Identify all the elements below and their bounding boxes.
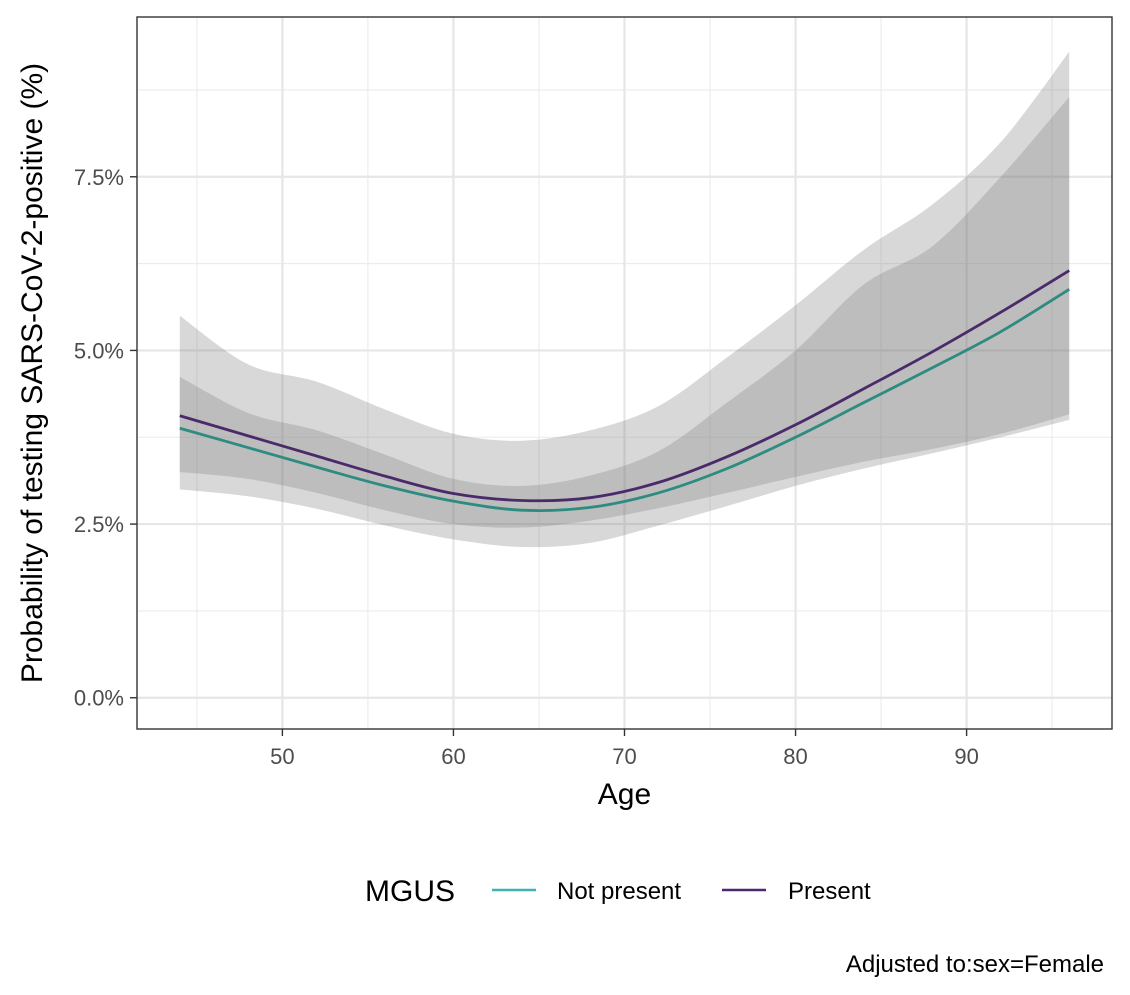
legend-label-not-present: Not present <box>557 878 681 905</box>
series-lines <box>179 269 1070 512</box>
ci-ribbon-present <box>179 96 1070 528</box>
x-tick-label: 90 <box>954 744 978 769</box>
x-tick-label: 70 <box>612 744 636 769</box>
ci-ribbon-not-present <box>179 51 1070 548</box>
y-tick-label: 5.0% <box>74 338 124 363</box>
legend-title: MGUS <box>365 875 455 908</box>
x-tick-label: 50 <box>270 744 294 769</box>
y-axis-title: Probability of testing SARS-CoV-2-positi… <box>16 63 49 683</box>
y-tick-label: 2.5% <box>74 512 124 537</box>
y-tick-label: 0.0% <box>74 686 124 711</box>
x-axis: 50 60 70 80 90 <box>270 729 979 769</box>
y-tick-label: 7.5% <box>74 165 124 190</box>
x-tick-label: 60 <box>441 744 465 769</box>
legend: MGUS Not present Present <box>365 875 871 908</box>
legend-label-present: Present <box>788 878 871 905</box>
series-line-not-present <box>179 288 1070 512</box>
x-tick-label: 80 <box>783 744 807 769</box>
x-axis-title: Age <box>598 778 651 811</box>
y-axis: 0.0% 2.5% 5.0% 7.5% <box>74 165 137 711</box>
confidence-ribbons <box>179 51 1070 548</box>
caption: Adjusted to:sex=Female <box>846 951 1104 978</box>
grid-major <box>137 17 1112 729</box>
series-line-present <box>179 269 1070 503</box>
